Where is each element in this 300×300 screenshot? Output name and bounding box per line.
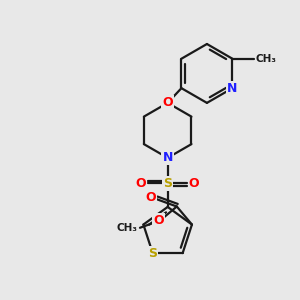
Text: O: O: [162, 96, 173, 110]
Text: O: O: [153, 214, 164, 227]
Text: S: S: [148, 247, 157, 260]
Text: S: S: [163, 177, 172, 190]
Text: O: O: [189, 177, 200, 190]
Text: O: O: [145, 191, 156, 204]
Text: CH₃: CH₃: [116, 223, 137, 233]
Text: N: N: [227, 82, 238, 95]
Text: CH₃: CH₃: [256, 54, 277, 64]
Text: N: N: [163, 152, 173, 164]
Text: O: O: [136, 177, 146, 190]
